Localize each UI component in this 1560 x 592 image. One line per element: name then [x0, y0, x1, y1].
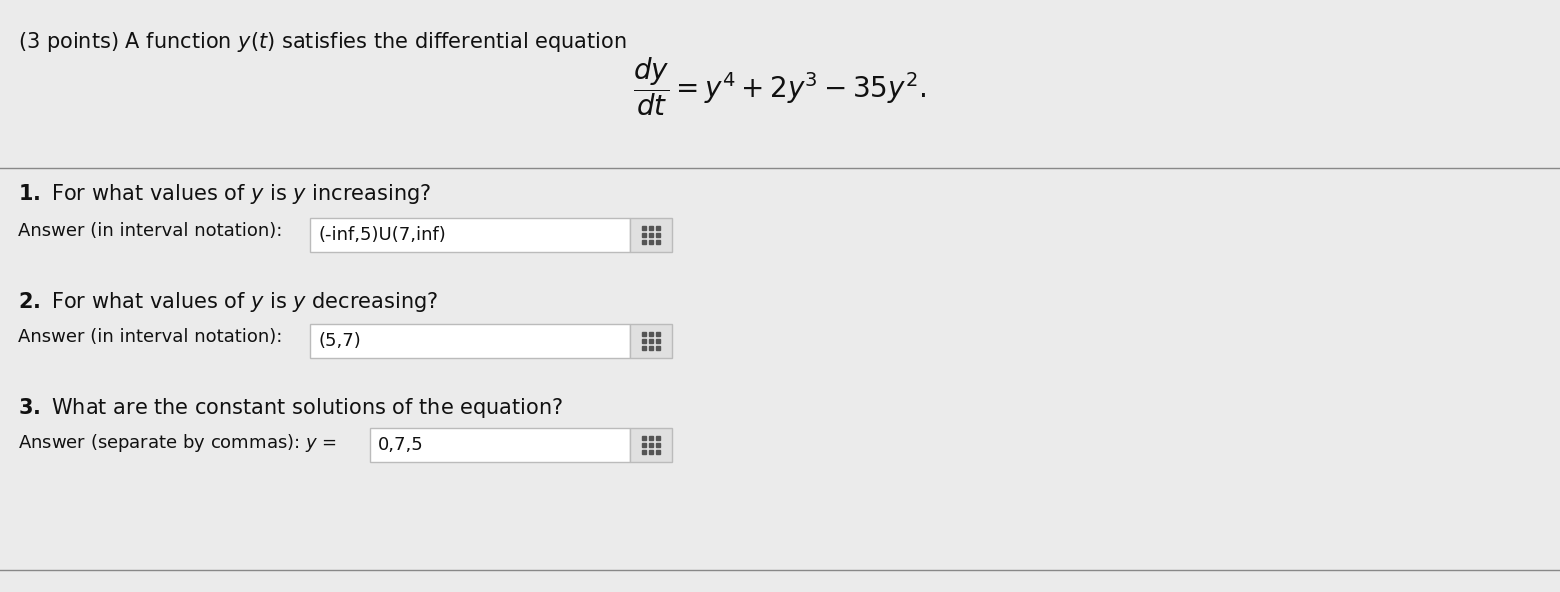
Text: $\mathbf{3.}$ What are the constant solutions of the equation?: $\mathbf{3.}$ What are the constant solu… [19, 396, 563, 420]
FancyBboxPatch shape [310, 218, 630, 252]
Text: Answer (in interval notation):: Answer (in interval notation): [19, 222, 282, 240]
Text: (-inf,5)U(7,inf): (-inf,5)U(7,inf) [318, 226, 446, 244]
FancyBboxPatch shape [630, 428, 672, 462]
Text: Answer (in interval notation):: Answer (in interval notation): [19, 328, 282, 346]
Text: $\dfrac{dy}{dt} = y^4 + 2y^3 - 35y^2.$: $\dfrac{dy}{dt} = y^4 + 2y^3 - 35y^2.$ [633, 55, 927, 118]
Text: 0,7,5: 0,7,5 [378, 436, 424, 454]
FancyBboxPatch shape [630, 324, 672, 358]
FancyBboxPatch shape [310, 324, 630, 358]
Text: $\mathbf{2.}$ For what values of $y$ is $y$ decreasing?: $\mathbf{2.}$ For what values of $y$ is … [19, 290, 438, 314]
Text: (3 points) A function $y(t)$ satisfies the differential equation: (3 points) A function $y(t)$ satisfies t… [19, 30, 627, 54]
Text: $\mathbf{1.}$ For what values of $y$ is $y$ increasing?: $\mathbf{1.}$ For what values of $y$ is … [19, 182, 431, 206]
FancyBboxPatch shape [630, 218, 672, 252]
FancyBboxPatch shape [370, 428, 630, 462]
Text: (5,7): (5,7) [318, 332, 360, 350]
Text: Answer (separate by commas): $y$ =: Answer (separate by commas): $y$ = [19, 432, 337, 454]
